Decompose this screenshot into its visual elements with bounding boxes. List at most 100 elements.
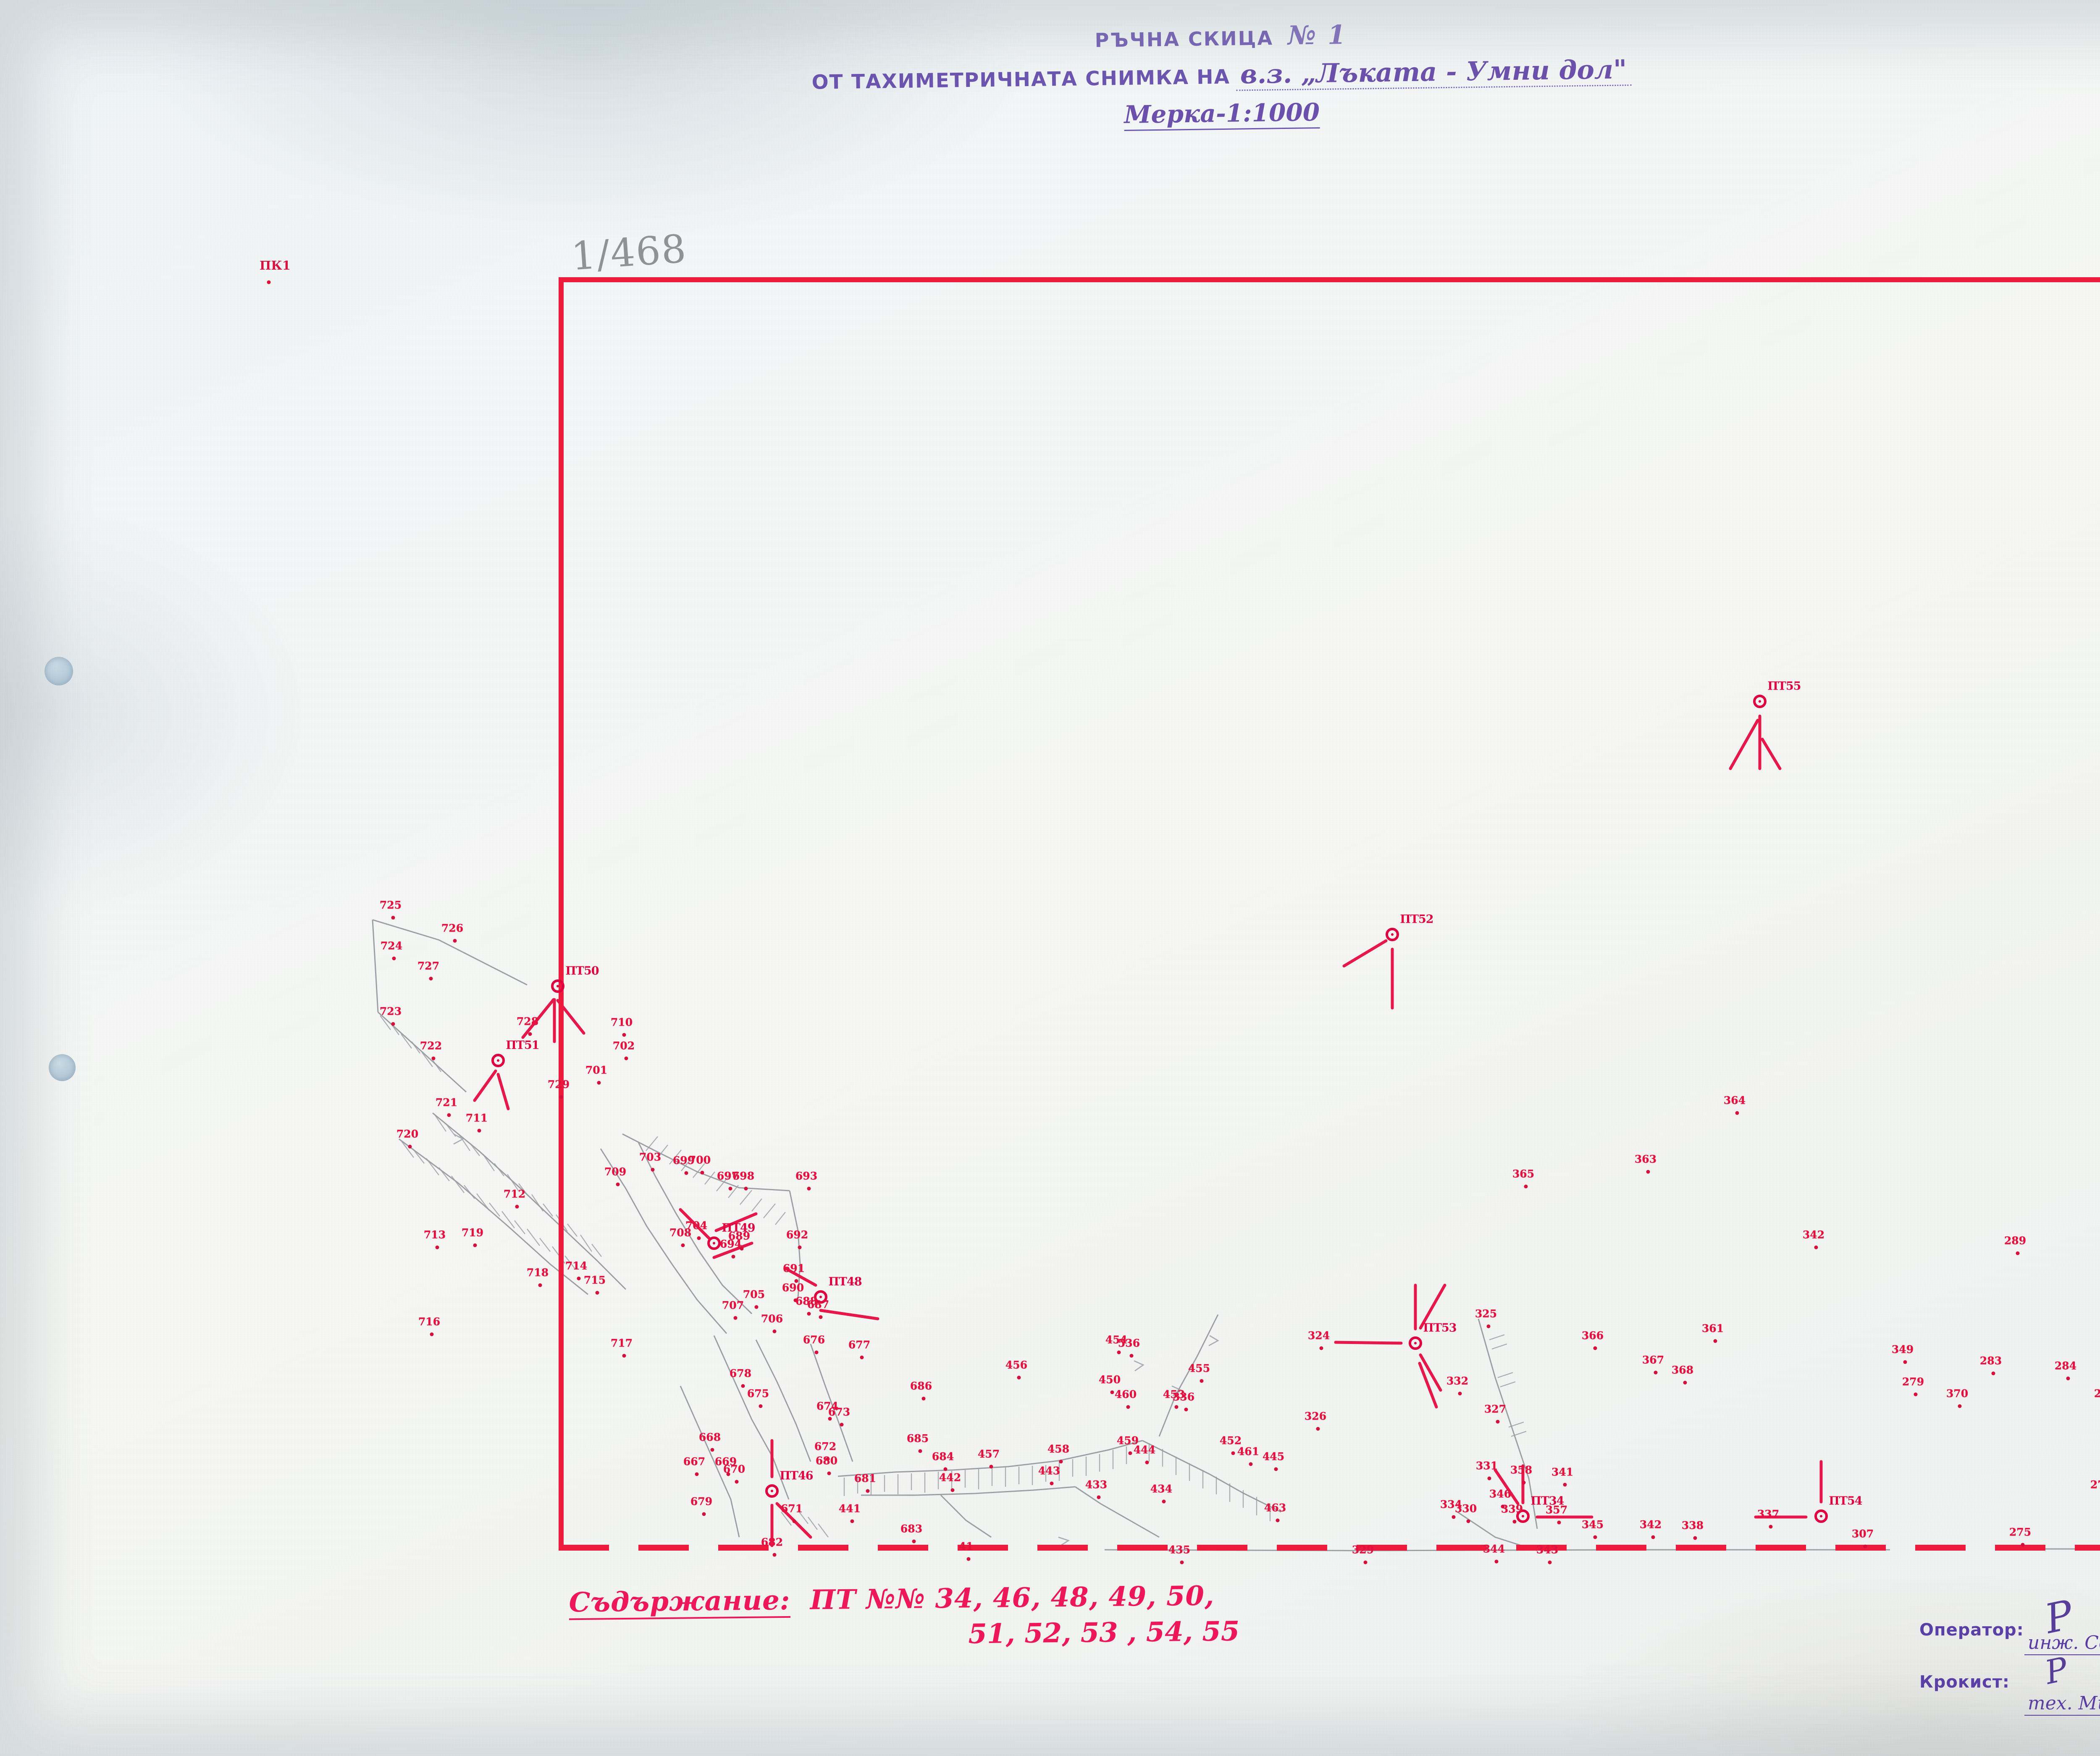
survey-point-dot (1646, 1170, 1650, 1174)
survey-point-label: 672 (814, 1440, 837, 1453)
survey-point-dot (726, 1472, 730, 1476)
survey-point-dot (966, 1557, 971, 1561)
survey-point-dot (1557, 1520, 1561, 1525)
survey-point-dot (1512, 1520, 1517, 1524)
survey-point-dot (740, 1247, 744, 1251)
survey-point-label: 727 (417, 960, 440, 972)
station-label: ПТ53 (1423, 1321, 1457, 1335)
content-label: Съдържание: (569, 1584, 790, 1620)
survey-point-label: 450 (1098, 1373, 1121, 1386)
survey-point-label: 703 (639, 1151, 662, 1163)
survey-point-dot (1174, 1405, 1179, 1409)
station-center-dot (1414, 1342, 1417, 1344)
survey-point-label: 363 (1634, 1153, 1657, 1165)
survey-point-dot (1654, 1370, 1658, 1375)
operator-name: инж. Сотиров (2024, 1632, 2100, 1655)
survey-point-dot (1249, 1462, 1253, 1466)
survey-point-label: 442 (939, 1471, 961, 1484)
station-symbol (491, 1054, 505, 1067)
survey-point-dot (2016, 1251, 2020, 1255)
survey-point-dot (921, 1396, 926, 1401)
station-symbol (707, 1236, 721, 1250)
survey-point-dot (1713, 1339, 1717, 1343)
survey-point-label: 683 (900, 1522, 923, 1535)
survey-point-dot (1651, 1535, 1655, 1539)
survey-point-label: 701 (585, 1064, 608, 1076)
survey-point-label: 705 (743, 1288, 765, 1301)
survey-point-dot (622, 1033, 626, 1037)
survey-point-label: 728 (516, 1015, 539, 1028)
survey-point-dot (408, 1144, 412, 1149)
survey-point-dot (577, 1276, 581, 1281)
station-symbol (551, 979, 564, 993)
survey-point-dot (819, 1315, 823, 1319)
survey-point-dot (1593, 1346, 1597, 1350)
survey-point-label: 697 (717, 1170, 739, 1182)
survey-point-dot (1903, 1360, 1907, 1364)
content-note: Съдържание: ПТ №№ 34, 46, 48, 49, 50, 51… (569, 1580, 1240, 1654)
survey-point-label: 675 (747, 1387, 769, 1400)
survey-point-label: 346 (1489, 1488, 1512, 1500)
station-center-dot (1759, 700, 1761, 703)
survey-point-label: 364 (1723, 1094, 1746, 1107)
survey-point-dot (430, 1332, 434, 1336)
survey-point-dot (1276, 1518, 1280, 1522)
survey-point-label: 367 (1642, 1354, 1664, 1366)
survey-point-dot (528, 1032, 532, 1036)
survey-point-label: 725 (379, 899, 402, 911)
station-label: ПТ49 (722, 1221, 755, 1235)
survey-point-label: 671 (780, 1502, 803, 1515)
survey-point-label: 336 (1172, 1391, 1195, 1403)
corner-dot-pk1 (267, 280, 271, 284)
survey-point-dot (702, 1512, 706, 1516)
survey-point-label: 452 (1219, 1434, 1242, 1447)
survey-point-dot (429, 976, 433, 981)
survey-point-dot (1145, 1460, 1149, 1465)
survey-point-label: 332 (1446, 1375, 1469, 1387)
survey-point-dot (918, 1449, 922, 1453)
survey-point-label: 349 (1891, 1343, 1914, 1356)
survey-point-dot (515, 1205, 519, 1209)
survey-point-dot (794, 1279, 798, 1283)
survey-point-dot (1769, 1525, 1773, 1529)
survey-point-dot (1126, 1405, 1130, 1409)
station-center-dot (771, 1490, 773, 1492)
survey-point-label: 704 (685, 1219, 708, 1232)
survey-point-label: 289 (2004, 1234, 2026, 1247)
survey-point-dot (728, 1186, 732, 1191)
survey-point-dot (1017, 1375, 1021, 1380)
boundary-top (559, 277, 2100, 282)
station-symbol (1814, 1509, 1828, 1523)
survey-point-dot (1129, 1354, 1134, 1358)
survey-point-label: 709 (604, 1165, 627, 1178)
survey-point-dot (1735, 1111, 1739, 1115)
survey-point-dot (1487, 1476, 1491, 1480)
survey-point-label: 713 (423, 1228, 446, 1241)
survey-point-dot (477, 1129, 481, 1133)
survey-point-label: 443 (1038, 1465, 1060, 1477)
survey-point-label: 459 (1116, 1434, 1139, 1447)
survey-point-label: 463 (1264, 1501, 1286, 1514)
station-label: ПТ50 (565, 964, 599, 978)
survey-point-label: 357 (1545, 1504, 1568, 1516)
survey-point-label: 723 (379, 1005, 402, 1018)
survey-point-label: 685 (906, 1432, 929, 1445)
survey-point-dot (1524, 1184, 1528, 1189)
survey-point-label: 698 (732, 1170, 755, 1182)
survey-point-dot (772, 1553, 777, 1557)
boundary-bottom-dashed (559, 1545, 2100, 1551)
station-label: ПТ52 (1400, 913, 1433, 926)
survey-point-dot (860, 1355, 864, 1360)
station-symbol (1409, 1336, 1422, 1350)
survey-point-label: 691 (782, 1262, 805, 1275)
survey-point-label: 453 (1163, 1388, 1185, 1401)
survey-point-dot (741, 1384, 745, 1388)
station-label: ПТ54 (1829, 1494, 1862, 1508)
survey-point-dot (1693, 1536, 1697, 1540)
station-symbol (765, 1484, 779, 1498)
survey-point-label: 721 (435, 1096, 458, 1109)
survey-point-label: 686 (910, 1380, 932, 1392)
survey-point-dot (697, 1236, 701, 1240)
survey-point-dot (431, 1056, 436, 1060)
survey-point-dot (1180, 1560, 1184, 1564)
